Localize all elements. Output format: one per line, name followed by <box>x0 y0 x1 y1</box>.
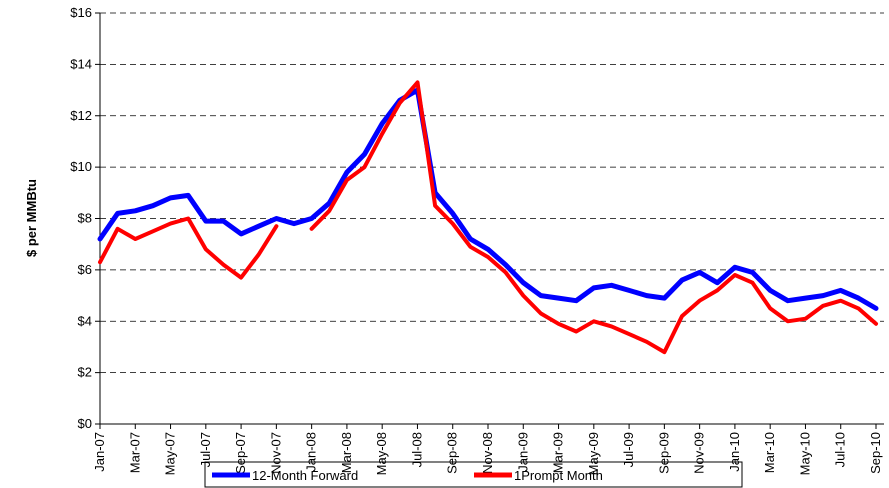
x-tick-label: Nov-08 <box>480 432 495 474</box>
x-tick-label: Mar-08 <box>339 432 354 473</box>
x-tick-label: Mar-07 <box>127 432 142 473</box>
x-tick-label: Jul-09 <box>621 432 636 467</box>
x-tick-label: Mar-09 <box>551 432 566 473</box>
x-tick-label: May-08 <box>374 432 389 475</box>
x-tick-label: Jul-07 <box>198 432 213 467</box>
y-axis-label: $ per MMBtu <box>24 179 39 257</box>
x-tick-label: Jul-10 <box>833 432 848 467</box>
x-tick-label: Nov-09 <box>692 432 707 474</box>
legend-box <box>204 461 743 488</box>
x-tick-label: Jan-08 <box>304 432 319 472</box>
y-tick-label: $6 <box>78 262 92 277</box>
x-tick-label: Mar-10 <box>762 432 777 473</box>
x-tick-label: Sep-10 <box>868 432 883 474</box>
x-tick-label: Nov-07 <box>268 432 283 474</box>
series-line <box>97 87 879 311</box>
y-tick-label: $2 <box>78 365 92 380</box>
x-tick-label: May-07 <box>163 432 178 475</box>
legend-label: 12-Month Forward <box>252 468 358 483</box>
y-tick-label: $0 <box>78 416 92 431</box>
series-line <box>98 80 878 355</box>
y-tick-label: $16 <box>70 5 92 20</box>
x-tick-label: Jul-08 <box>409 432 424 467</box>
x-tick-label: Jan-09 <box>515 432 530 472</box>
y-tick-label: $4 <box>78 313 92 328</box>
x-tick-label: May-09 <box>586 432 601 475</box>
x-tick-label: Sep-07 <box>233 432 248 474</box>
x-tick-label: Sep-09 <box>656 432 671 474</box>
x-tick-label: Jan-10 <box>727 432 742 472</box>
legend-label: 1Prompt Month <box>514 468 603 483</box>
y-tick-label: $12 <box>70 108 92 123</box>
y-tick-label: $14 <box>70 56 92 71</box>
y-tick-label: $10 <box>70 159 92 174</box>
x-tick-label: Sep-08 <box>445 432 460 474</box>
y-tick-label: $8 <box>78 211 92 226</box>
x-tick-label: Jan-07 <box>92 432 107 472</box>
x-tick-label: May-10 <box>797 432 812 475</box>
